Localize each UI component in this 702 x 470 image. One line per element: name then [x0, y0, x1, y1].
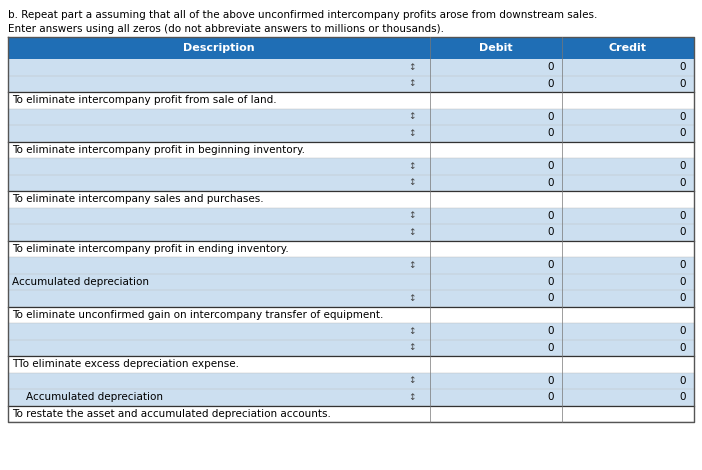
Bar [8, 406, 694, 422]
Text: 0: 0 [547, 376, 554, 386]
Text: 0: 0 [547, 277, 554, 287]
Bar [8, 339, 694, 356]
Text: 0: 0 [547, 178, 554, 188]
Text: 0: 0 [680, 128, 686, 138]
Text: 0: 0 [680, 277, 686, 287]
Bar [8, 174, 694, 191]
Bar [8, 37, 694, 59]
Text: 0: 0 [547, 79, 554, 89]
Text: 0: 0 [680, 62, 686, 72]
Text: To eliminate intercompany profit from sale of land.: To eliminate intercompany profit from sa… [12, 95, 277, 105]
Text: 0: 0 [680, 112, 686, 122]
Text: Debit: Debit [479, 43, 512, 53]
Bar [8, 224, 694, 241]
Text: 0: 0 [680, 227, 686, 237]
Text: ↕: ↕ [408, 63, 416, 72]
Text: 0: 0 [547, 343, 554, 353]
Text: 0: 0 [547, 227, 554, 237]
Text: 0: 0 [547, 260, 554, 270]
Bar [8, 191, 694, 207]
Bar [8, 59, 694, 76]
Text: ↕: ↕ [408, 376, 416, 385]
Text: ↕: ↕ [408, 228, 416, 237]
Text: To restate the asset and accumulated depreciation accounts.: To restate the asset and accumulated dep… [12, 409, 331, 419]
Text: ↕: ↕ [408, 294, 416, 303]
Text: ↕: ↕ [408, 327, 416, 336]
Bar [8, 109, 694, 125]
Text: 0: 0 [680, 178, 686, 188]
Text: To eliminate intercompany profit in beginning inventory.: To eliminate intercompany profit in begi… [12, 145, 305, 155]
Text: 0: 0 [547, 211, 554, 221]
Text: 0: 0 [680, 211, 686, 221]
Bar [8, 323, 694, 339]
Text: 0: 0 [680, 392, 686, 402]
Text: 0: 0 [680, 79, 686, 89]
Bar [8, 389, 694, 406]
Text: To eliminate intercompany profit in ending inventory.: To eliminate intercompany profit in endi… [12, 244, 289, 254]
Text: ↕: ↕ [408, 261, 416, 270]
Text: 0: 0 [680, 293, 686, 303]
Bar [8, 141, 694, 158]
Text: Accumulated depreciation: Accumulated depreciation [12, 277, 149, 287]
Text: 0: 0 [547, 112, 554, 122]
Bar [8, 274, 694, 290]
Text: 0: 0 [547, 392, 554, 402]
Text: ↕: ↕ [408, 343, 416, 352]
Text: ↕: ↕ [408, 79, 416, 88]
Text: 0: 0 [680, 343, 686, 353]
Bar [8, 290, 694, 306]
Text: 0: 0 [547, 326, 554, 336]
Bar [8, 125, 694, 141]
Text: Description: Description [183, 43, 255, 53]
Text: 0: 0 [680, 326, 686, 336]
Bar [8, 373, 694, 389]
Bar [8, 92, 694, 109]
Text: 0: 0 [547, 293, 554, 303]
Text: Accumulated depreciation: Accumulated depreciation [26, 392, 163, 402]
Text: 0: 0 [680, 260, 686, 270]
Bar [8, 241, 694, 257]
Bar [8, 207, 694, 224]
Text: 0: 0 [680, 161, 686, 171]
Text: TTo eliminate excess depreciation expense.: TTo eliminate excess depreciation expens… [12, 359, 239, 369]
Text: ↕: ↕ [408, 211, 416, 220]
Bar [8, 76, 694, 92]
Text: 0: 0 [680, 376, 686, 386]
Bar [8, 158, 694, 174]
Bar [8, 257, 694, 274]
Text: ↕: ↕ [408, 129, 416, 138]
Text: ↕: ↕ [408, 112, 416, 121]
Text: To eliminate unconfirmed gain on intercompany transfer of equipment.: To eliminate unconfirmed gain on interco… [12, 310, 383, 320]
Text: Credit: Credit [609, 43, 647, 53]
Text: Enter answers using all zeros (do not abbreviate answers to millions or thousand: Enter answers using all zeros (do not ab… [8, 24, 444, 34]
Bar [8, 356, 694, 373]
Text: 0: 0 [547, 128, 554, 138]
Text: b. Repeat part a assuming that all of the above unconfirmed intercompany profits: b. Repeat part a assuming that all of th… [8, 10, 597, 20]
Text: ↕: ↕ [408, 393, 416, 402]
Text: ↕: ↕ [408, 178, 416, 187]
Text: 0: 0 [547, 161, 554, 171]
Text: 0: 0 [547, 62, 554, 72]
Text: To eliminate intercompany sales and purchases.: To eliminate intercompany sales and purc… [12, 194, 264, 204]
Bar [8, 306, 694, 323]
Text: ↕: ↕ [408, 162, 416, 171]
